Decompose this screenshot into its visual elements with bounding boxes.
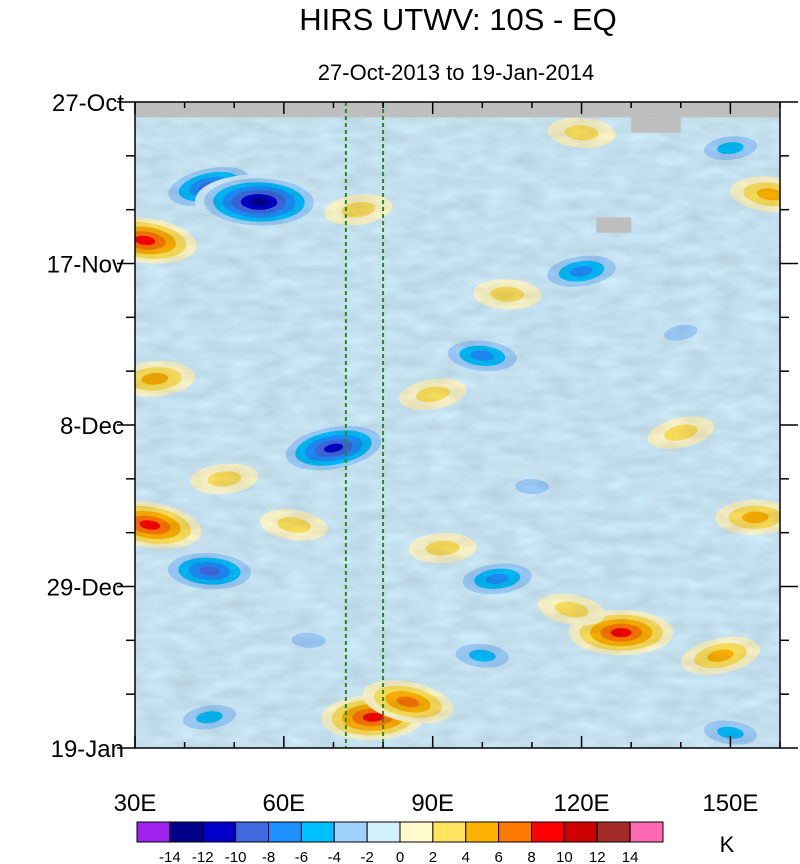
colorbar-label: -12 [192, 849, 214, 864]
colorbar-label: -14 [159, 849, 181, 864]
colorbar-label: -10 [225, 849, 247, 864]
colorbar-swatch [399, 821, 434, 843]
x-tick-label: 120E [554, 790, 610, 817]
x-tick-label: 90E [411, 790, 454, 817]
colorbar-label: 10 [556, 849, 573, 864]
plot-area [135, 102, 780, 748]
y-axis: 27-Oct 17-Nov 8-Dec 29-Dec 19-Jan [47, 90, 798, 763]
colorbar-label: -6 [295, 849, 308, 864]
colorbar-label: 12 [589, 849, 606, 864]
colorbar-label: 6 [494, 849, 502, 864]
colorbar-swatch [498, 821, 532, 843]
colorbar-swatch [596, 821, 631, 843]
colorbar-label: -8 [262, 849, 275, 864]
colorbar-swatch [432, 821, 467, 843]
colorbar-swatch [629, 821, 664, 843]
colorbar-swatch [136, 821, 171, 843]
colorbar-label: 14 [622, 849, 639, 864]
missing-data-patch [596, 217, 632, 233]
colorbar-label: 2 [429, 849, 437, 864]
missing-data-patch [135, 102, 780, 118]
chart-subtitle: 27-Oct-2013 to 19-Jan-2014 [318, 60, 594, 85]
colorbar-label: 8 [527, 849, 535, 864]
y-tick-label: 8-Dec [60, 413, 124, 440]
colorbar-unit: K [720, 832, 735, 857]
field-texture [135, 102, 780, 748]
colorbar-swatch [268, 821, 302, 843]
x-tick-label: 60E [262, 790, 305, 817]
colorbar-label: -2 [360, 849, 373, 864]
colorbar-swatch [169, 821, 204, 843]
reference-lines [344, 102, 385, 748]
colorbar-swatch [333, 821, 368, 843]
missing-data-layer [135, 102, 780, 233]
colorbar-swatch [465, 821, 500, 843]
colorbar-swatch [563, 821, 598, 843]
colorbar-label: -4 [328, 849, 341, 864]
colorbar: -14 -12 -10 -8 -6 -4 -2 0 2 4 6 8 10 12 14 K [136, 821, 735, 864]
colorbar-swatch [235, 821, 269, 843]
missing-data-patch [631, 117, 681, 133]
x-axis: 30E 60E 90E 120E 150E [114, 102, 781, 817]
colorbar-swatch [202, 821, 237, 843]
y-tick-label: 27-Oct [52, 90, 124, 117]
x-tick-label: 150E [702, 790, 758, 817]
chart-title: HIRS UTWV: 10S - EQ [299, 2, 617, 37]
x-tick-label: 30E [114, 790, 157, 817]
y-tick-label: 29-Dec [47, 575, 124, 602]
colorbar-label: 0 [396, 849, 404, 864]
y-tick-label: 17-Nov [47, 252, 124, 279]
y-tick-label: 19-Jan [51, 736, 124, 763]
colorbar-swatch [366, 821, 401, 843]
colorbar-swatch [531, 821, 565, 843]
colorbar-label: 4 [462, 849, 470, 864]
colorbar-swatch [300, 821, 335, 843]
